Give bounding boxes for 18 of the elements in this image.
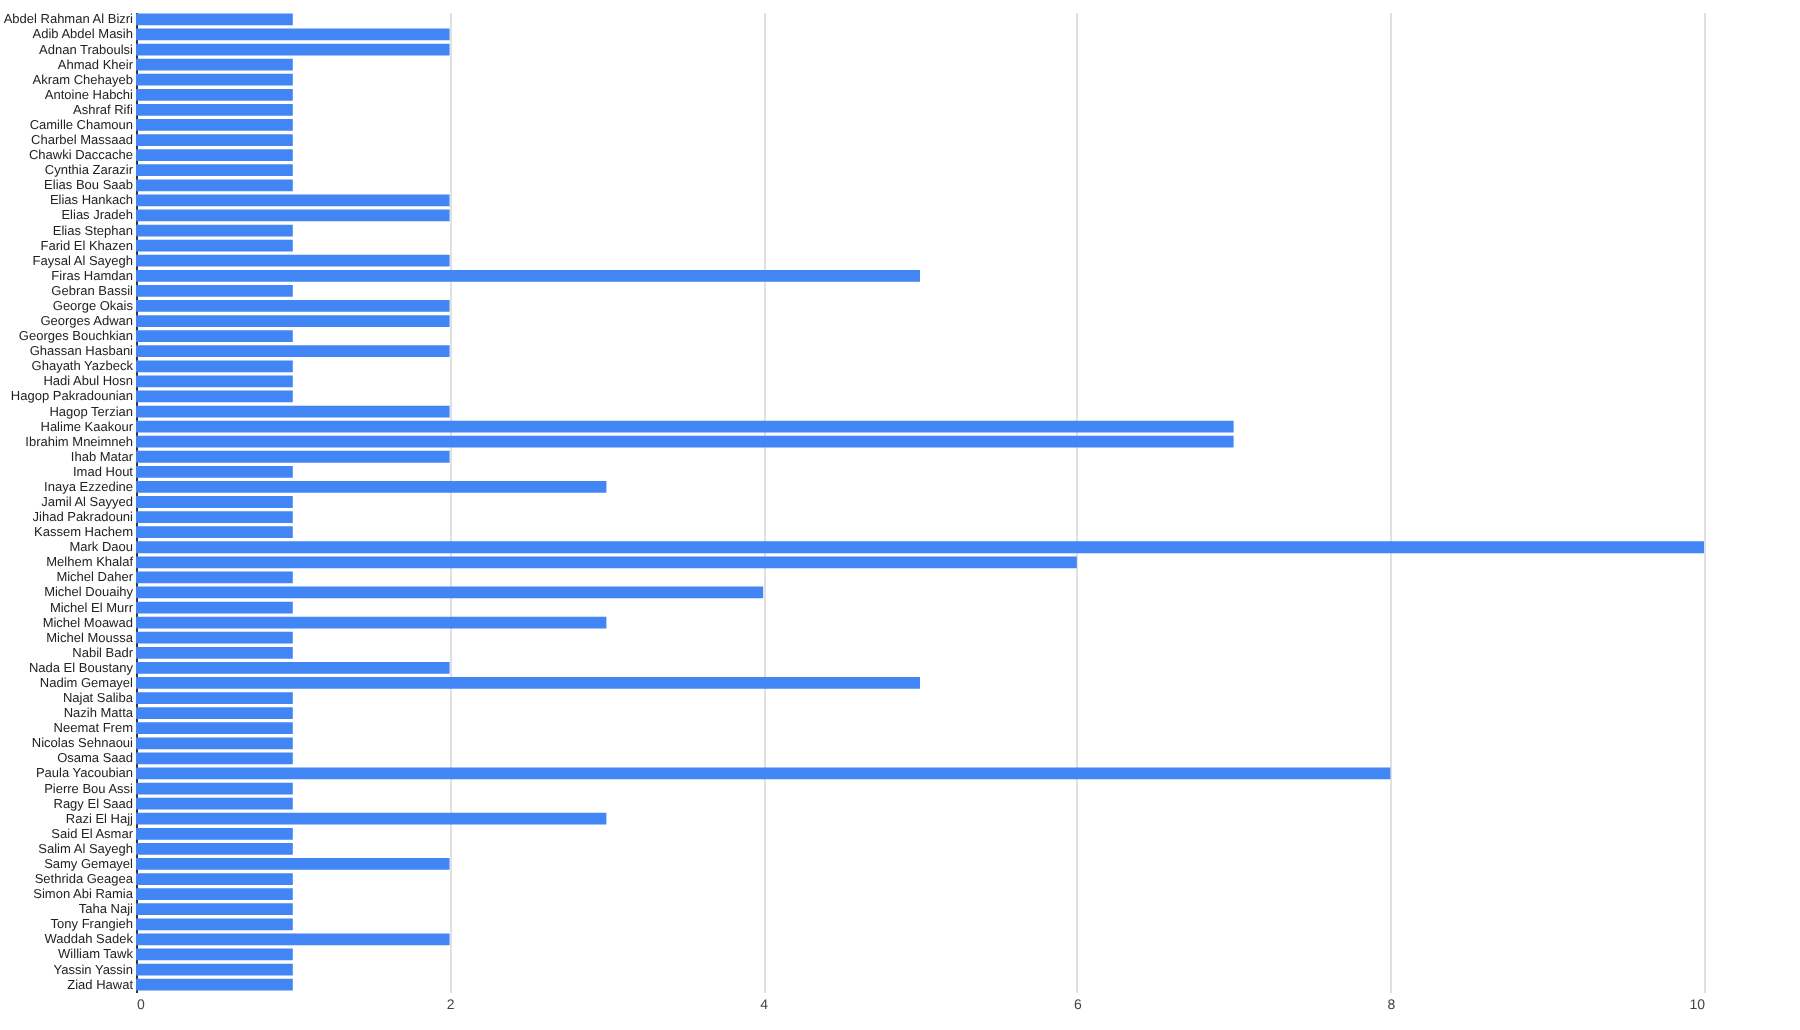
bar: [136, 948, 293, 961]
bar: [136, 405, 450, 418]
bar: [136, 586, 764, 599]
bar: [136, 601, 293, 614]
bar: [136, 782, 293, 795]
bar: [136, 963, 293, 976]
bar: [136, 767, 1391, 780]
bar: [136, 752, 293, 765]
bar: [136, 420, 1234, 433]
bar: [136, 224, 293, 237]
bar: [136, 390, 293, 403]
bar: [136, 239, 293, 252]
bar: [136, 13, 293, 26]
bar: [136, 978, 293, 991]
bar: [136, 571, 293, 584]
bar: [136, 209, 450, 222]
bar: [136, 43, 450, 56]
bar: [136, 28, 450, 41]
